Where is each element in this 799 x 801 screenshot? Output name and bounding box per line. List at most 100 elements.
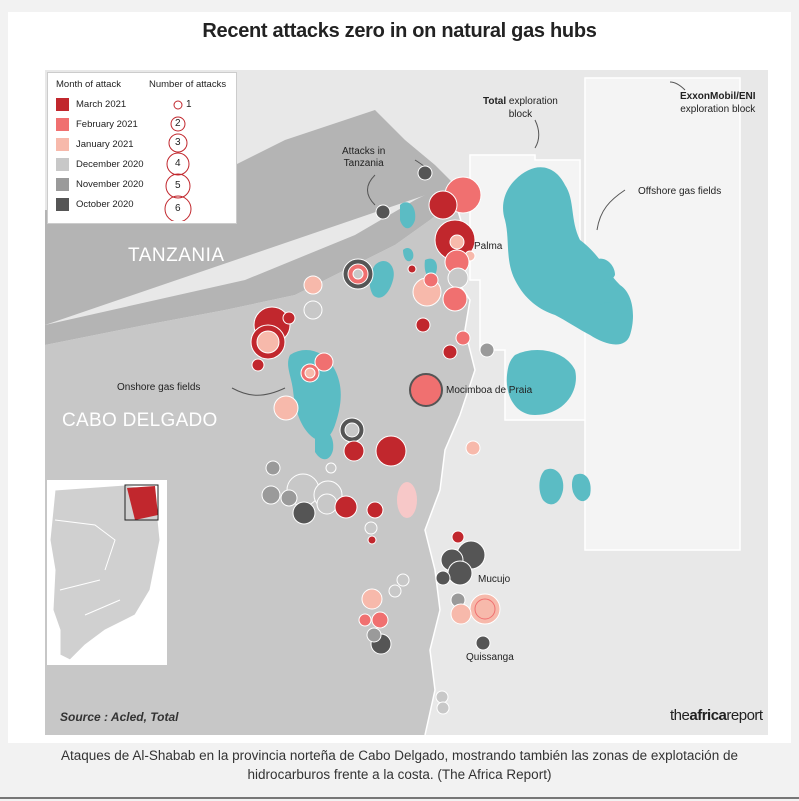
attack-marker <box>314 352 334 372</box>
label-total-line2: block <box>508 109 533 120</box>
attack-marker <box>415 317 431 333</box>
attack-marker <box>364 521 378 535</box>
legend-count: 3 <box>175 137 181 148</box>
bottom-divider <box>0 797 799 799</box>
legend-label: March 2021 <box>76 98 127 110</box>
attack-marker <box>344 422 360 438</box>
caption: Ataques de Al-Shabab en la provincia nor… <box>0 746 799 784</box>
attack-marker <box>465 440 481 456</box>
legend-label: January 2021 <box>76 138 134 150</box>
offshore-gas-fields <box>503 167 633 505</box>
attack-marker <box>280 489 298 507</box>
offshore-arrow <box>596 189 626 231</box>
legend-size-circles <box>164 100 192 221</box>
brand-part-c: report <box>726 707 763 724</box>
map-title: Recent attacks zero in on natural gas hu… <box>202 20 597 42</box>
label-attacks-tz-2: Tanzania <box>343 158 384 169</box>
source-note: Source : Acled, Total <box>60 710 179 724</box>
attack-marker <box>375 204 391 220</box>
attack-marker <box>304 367 316 379</box>
legend-label: December 2020 <box>76 158 144 170</box>
attack-marker <box>450 603 472 625</box>
label-offshore: Offshore gas fields <box>638 186 722 197</box>
legend: Month of attack Number of attacks March … <box>47 72 237 224</box>
pale-red-area <box>397 482 417 518</box>
brand-part-b: africa <box>689 707 727 724</box>
attack-marker <box>325 462 337 474</box>
legend-count: 6 <box>175 203 181 214</box>
legend-swatch <box>56 157 69 171</box>
attack-marker <box>407 264 417 274</box>
onshore-arrow <box>231 387 286 396</box>
attack-marker <box>265 460 281 476</box>
attack-marker <box>251 358 265 372</box>
attack-marker <box>435 570 451 586</box>
total-arrow <box>534 119 540 149</box>
legend-label: October 2020 <box>76 198 134 210</box>
legend-item: November 2020 <box>56 177 144 191</box>
caption-line-2: hidrocarburos frente a la costa. (The Af… <box>247 767 552 782</box>
label-tanzania: TANZANIA <box>128 245 225 266</box>
caption-line-1: Ataques de Al-Shabab en la provincia nor… <box>61 748 738 763</box>
legend-swatch <box>56 97 69 111</box>
land-tanzania <box>45 110 455 325</box>
label-onshore: Onshore gas fields <box>117 382 201 393</box>
legend-month-heading: Month of attack <box>56 79 121 90</box>
attack-marker <box>367 535 377 545</box>
attack-marker <box>292 501 316 525</box>
legend-item: December 2020 <box>56 157 144 171</box>
legend-count: 5 <box>175 180 181 191</box>
attack-marker <box>371 611 389 629</box>
attack-marker <box>352 268 364 280</box>
legend-item: February 2021 <box>56 117 138 131</box>
label-total-rest: exploration <box>506 96 558 107</box>
label-attacks-tz-1: Attacks in <box>342 146 386 157</box>
label-cabo-delgado: CABO DELGADO <box>62 410 218 431</box>
label-exxon-block: ExxonMobil/ENI exploration block <box>680 90 756 116</box>
label-exxon-line2: exploration block <box>680 104 756 115</box>
attack-marker <box>334 495 358 519</box>
label-palma: Palma <box>474 241 503 252</box>
legend-item: March 2021 <box>56 97 126 111</box>
attack-marker <box>261 485 281 505</box>
brand-logo: theafricareport <box>670 707 763 724</box>
label-total-bold: Total <box>483 96 507 107</box>
attack-marker <box>447 267 469 289</box>
attack-marker <box>256 330 280 354</box>
attack-markers <box>250 165 501 715</box>
legend-swatch <box>56 197 69 211</box>
label-quissanga: Quissanga <box>466 652 514 663</box>
legend-count: 4 <box>175 158 181 169</box>
legend-count: 1 <box>186 99 192 110</box>
attack-marker <box>455 330 471 346</box>
label-exxon-bold: ExxonMobil/ENI <box>680 91 756 102</box>
attack-marker <box>303 300 323 320</box>
attack-marker <box>428 190 458 220</box>
attack-marker <box>316 493 338 515</box>
attack-marker <box>343 440 365 462</box>
attack-marker <box>358 613 372 627</box>
attack-marker <box>409 373 443 407</box>
attack-marker <box>375 435 407 467</box>
land-tanzania-lower <box>45 185 455 345</box>
label-mucujo: Mucujo <box>478 574 511 585</box>
attack-marker <box>442 286 468 312</box>
legend-label: November 2020 <box>76 178 144 190</box>
legend-swatch <box>56 117 69 131</box>
legend-swatch <box>56 137 69 151</box>
brand-part-a: the <box>670 707 690 724</box>
tanzania-arrow <box>367 174 376 206</box>
attack-marker <box>451 530 465 544</box>
attack-marker <box>388 584 402 598</box>
inset-map <box>47 480 167 665</box>
attack-marker <box>273 395 299 421</box>
label-mocimboa: Mocimboa de Praia <box>446 385 533 396</box>
map-canvas <box>45 70 768 735</box>
attack-marker <box>303 275 323 295</box>
attack-marker <box>479 342 495 358</box>
attack-marker <box>361 588 383 610</box>
attack-marker <box>435 690 449 704</box>
attack-marker <box>366 501 384 519</box>
attack-marker <box>396 573 410 587</box>
legend-item: January 2021 <box>56 137 134 151</box>
